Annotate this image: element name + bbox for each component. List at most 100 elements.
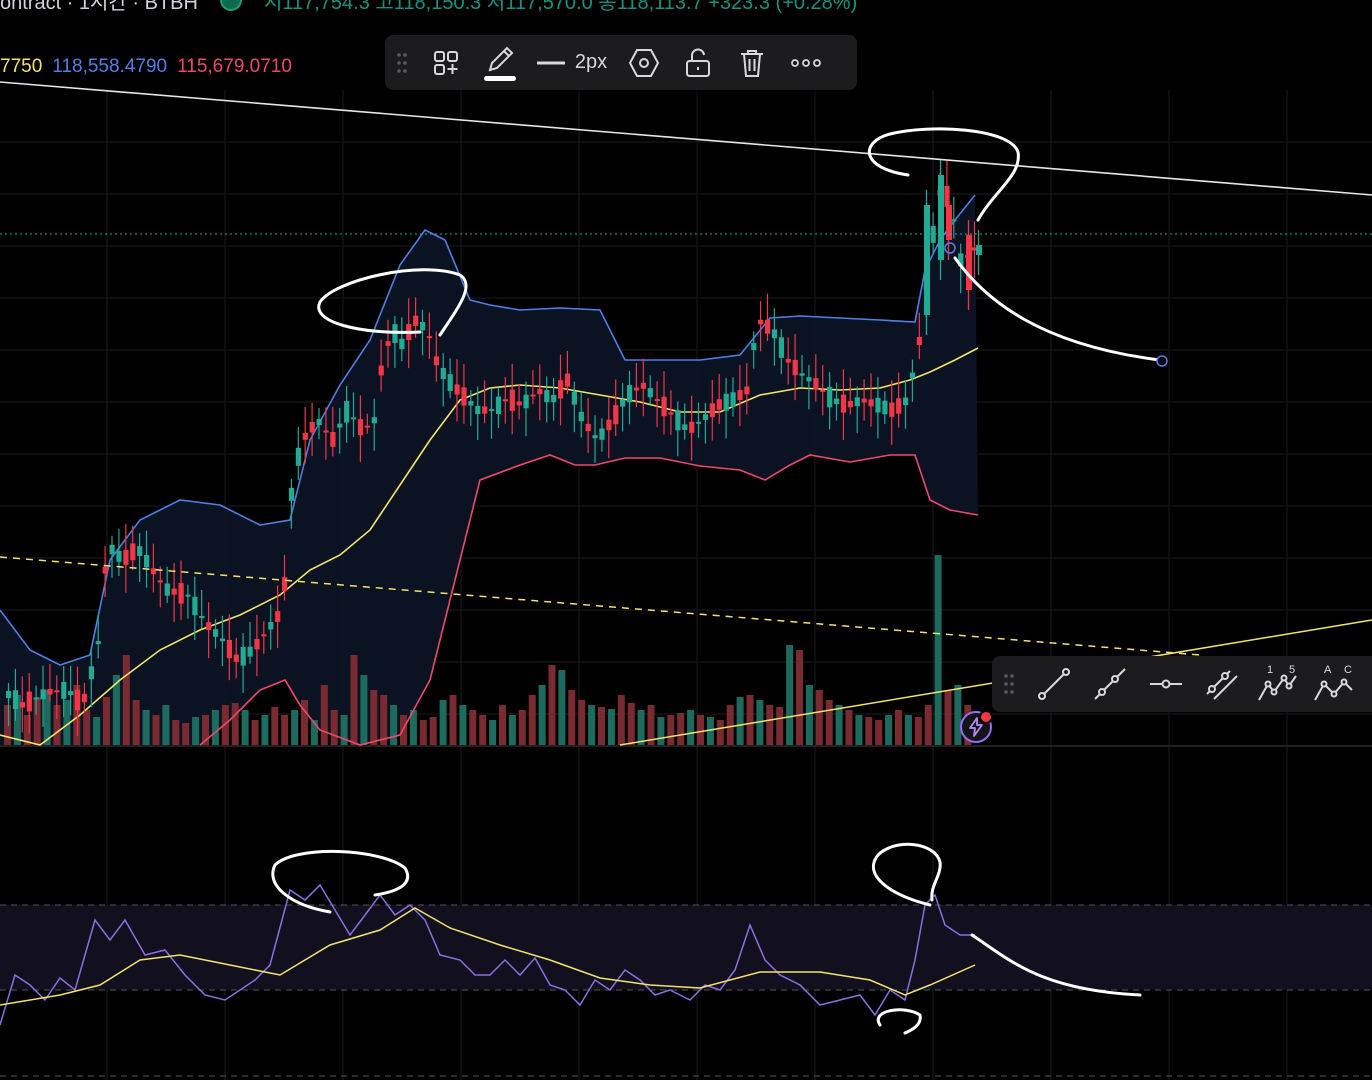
volume-bar (409, 710, 417, 745)
volume-bar (271, 707, 279, 745)
line-width-label: 2px (574, 51, 608, 73)
volume-bar (330, 710, 338, 745)
volume-bar (489, 720, 497, 745)
volume-bar (73, 685, 81, 745)
candle-body (578, 411, 584, 422)
candle-body (240, 646, 246, 666)
settings-hexagon-icon[interactable] (617, 43, 671, 83)
volume-bar (825, 700, 833, 745)
trash-icon[interactable] (725, 43, 779, 83)
pencil-icon[interactable] (473, 43, 527, 83)
candle-body (282, 577, 288, 591)
parallel-channel-icon[interactable] (1194, 661, 1250, 707)
volume-bar (885, 715, 893, 745)
rsi-ma-line (0, 907, 976, 1006)
candle-body (861, 398, 867, 403)
elliott-impulse-icon[interactable]: 1 5 (1250, 661, 1306, 707)
volume-bar (103, 697, 110, 745)
volume-bar (805, 685, 813, 745)
volume-bar (568, 690, 576, 745)
candle-body (854, 397, 860, 407)
line-width-icon (536, 61, 565, 64)
volume-bar (211, 710, 219, 745)
drawing-toolbar: 2px (385, 35, 857, 90)
volume-bar (241, 710, 249, 745)
volume-bar (172, 720, 180, 745)
drawing-anchor-handle (944, 242, 956, 254)
volume-bar (449, 695, 457, 745)
elliott-correction-icon[interactable]: A C (1306, 661, 1362, 707)
candle-body (40, 689, 46, 700)
candle-body (938, 175, 944, 260)
lightning-alerts-icon[interactable] (960, 710, 993, 743)
volume-bar (53, 705, 61, 745)
candle-body (268, 622, 274, 630)
candle-body (261, 634, 267, 637)
volume-bar (192, 717, 200, 745)
volume-bar (607, 709, 615, 745)
add-to-favorites-icon[interactable] (419, 43, 473, 83)
user-drawings[interactable] (0, 81, 1372, 746)
candle-body (330, 431, 336, 447)
volume-bar (855, 715, 863, 745)
candle-body (461, 387, 467, 406)
candle-body (337, 423, 343, 428)
unlock-icon[interactable] (671, 43, 725, 83)
volume-bar (479, 715, 487, 745)
candle-body (316, 418, 322, 426)
trend-line-icon[interactable] (1026, 661, 1082, 707)
rsi-pane (0, 842, 1372, 1077)
candle-body (696, 421, 702, 424)
candle-body (875, 397, 881, 413)
volume-bar (13, 695, 21, 745)
more-icon[interactable] (779, 43, 833, 83)
symbol-title[interactable]: ontract · 1시간 · BTBH (0, 0, 198, 14)
volume-bar (677, 713, 685, 745)
volume-bar (23, 715, 31, 745)
volume-bar (4, 705, 11, 745)
volume-bar (538, 685, 546, 745)
volume-bar (647, 705, 655, 745)
candle-body (468, 401, 474, 406)
candle-body (516, 401, 522, 406)
volume-bar (518, 710, 526, 745)
candle-body (295, 447, 301, 466)
candle-body (323, 430, 329, 433)
freehand-circle-rsi-left (271, 849, 409, 914)
grip-icon[interactable] (385, 43, 419, 83)
candle-body (827, 386, 833, 408)
bb-fill-area (0, 195, 978, 745)
candle-body (371, 417, 377, 424)
candle-body (164, 583, 170, 596)
volume-bar (746, 695, 754, 745)
volume-bar (310, 720, 318, 745)
candle-body (88, 666, 94, 680)
candle-body (613, 405, 619, 425)
candle-body (502, 399, 508, 402)
bollinger-band-lines (0, 194, 979, 746)
volume-bar (63, 700, 71, 745)
volume-bar (875, 720, 883, 745)
candle-body (399, 338, 405, 350)
freehand-rsi-projection (970, 933, 1142, 997)
candle-body (206, 622, 212, 630)
candle-body (564, 373, 571, 387)
bollinger-band-fill (0, 195, 978, 745)
grip-icon[interactable] (992, 661, 1026, 707)
candle-body (585, 423, 591, 432)
volume-bar (33, 697, 41, 745)
ray-icon[interactable] (1082, 661, 1138, 707)
volume-bar (370, 690, 378, 745)
candle-body (226, 639, 232, 659)
candle-body (599, 428, 605, 440)
volume-bar (142, 710, 150, 745)
volume-bar (736, 697, 744, 745)
candle-body (19, 702, 25, 708)
candle-body (247, 646, 253, 657)
horizontal-line-icon[interactable] (1138, 661, 1194, 707)
line-width-selector[interactable]: 2px (527, 43, 617, 83)
candle-body (792, 359, 798, 376)
candle-body (309, 421, 315, 433)
volume-bar (904, 715, 912, 745)
